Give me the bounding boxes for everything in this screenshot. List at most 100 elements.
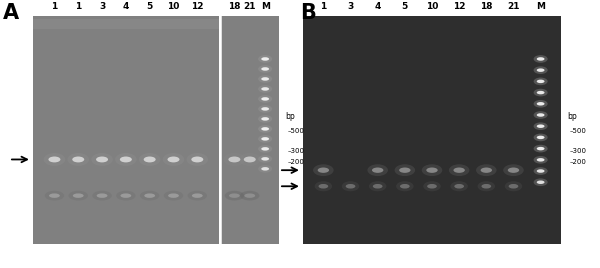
Ellipse shape — [116, 191, 136, 200]
Text: bp: bp — [567, 112, 577, 121]
Text: 10: 10 — [426, 2, 438, 11]
Ellipse shape — [258, 165, 272, 173]
Ellipse shape — [395, 164, 415, 176]
Ellipse shape — [258, 65, 272, 73]
Text: 10: 10 — [167, 2, 179, 11]
Text: A: A — [3, 3, 19, 23]
Text: –200: –200 — [288, 159, 305, 165]
Ellipse shape — [454, 168, 465, 173]
Ellipse shape — [68, 191, 88, 200]
Ellipse shape — [537, 57, 545, 61]
Bar — [33, 19, 219, 29]
Ellipse shape — [369, 181, 386, 191]
Ellipse shape — [537, 147, 545, 150]
Ellipse shape — [454, 184, 464, 189]
Text: 4: 4 — [122, 2, 129, 11]
Ellipse shape — [261, 57, 269, 61]
Ellipse shape — [476, 164, 497, 176]
Ellipse shape — [45, 191, 64, 200]
Ellipse shape — [400, 184, 410, 189]
Ellipse shape — [533, 55, 548, 63]
Text: 1: 1 — [320, 2, 326, 11]
Ellipse shape — [258, 85, 272, 93]
Ellipse shape — [537, 181, 545, 184]
Ellipse shape — [261, 77, 269, 81]
Ellipse shape — [533, 66, 548, 74]
Ellipse shape — [67, 153, 89, 166]
Ellipse shape — [537, 102, 545, 106]
Ellipse shape — [115, 153, 137, 166]
Text: 1: 1 — [52, 2, 58, 11]
Ellipse shape — [258, 75, 272, 83]
Ellipse shape — [261, 67, 269, 71]
Ellipse shape — [317, 168, 329, 173]
Ellipse shape — [533, 77, 548, 85]
Ellipse shape — [44, 153, 65, 166]
Ellipse shape — [422, 164, 442, 176]
Text: –200: –200 — [570, 159, 587, 165]
Ellipse shape — [72, 157, 84, 162]
Ellipse shape — [423, 181, 441, 191]
Ellipse shape — [168, 193, 179, 198]
Ellipse shape — [533, 111, 548, 119]
Ellipse shape — [187, 153, 208, 166]
Text: 12: 12 — [453, 2, 466, 11]
Ellipse shape — [192, 193, 203, 198]
Ellipse shape — [188, 191, 207, 200]
Text: 21: 21 — [244, 2, 256, 11]
Ellipse shape — [258, 145, 272, 153]
Ellipse shape — [533, 178, 548, 186]
Ellipse shape — [533, 156, 548, 164]
Ellipse shape — [533, 122, 548, 130]
Bar — [33, 16, 219, 244]
Text: M: M — [260, 2, 269, 11]
Ellipse shape — [533, 145, 548, 152]
Ellipse shape — [224, 191, 244, 200]
Ellipse shape — [537, 91, 545, 94]
Ellipse shape — [533, 167, 548, 175]
Ellipse shape — [261, 107, 269, 111]
Text: 3: 3 — [347, 2, 353, 11]
Ellipse shape — [240, 191, 259, 200]
Ellipse shape — [533, 100, 548, 108]
Ellipse shape — [319, 184, 328, 189]
Bar — [303, 16, 561, 244]
Ellipse shape — [229, 193, 240, 198]
Ellipse shape — [509, 184, 518, 189]
Ellipse shape — [258, 115, 272, 123]
Ellipse shape — [261, 137, 269, 141]
Ellipse shape — [91, 153, 113, 166]
Ellipse shape — [449, 164, 469, 176]
Text: –300: –300 — [288, 148, 305, 154]
Ellipse shape — [49, 193, 60, 198]
Ellipse shape — [139, 153, 160, 166]
Text: 18: 18 — [480, 2, 493, 11]
Ellipse shape — [342, 181, 359, 191]
Ellipse shape — [92, 191, 112, 200]
Bar — [221, 16, 279, 244]
Text: –500: –500 — [570, 128, 587, 134]
Ellipse shape — [258, 135, 272, 143]
Ellipse shape — [533, 133, 548, 141]
Ellipse shape — [120, 157, 132, 162]
Text: 3: 3 — [99, 2, 105, 11]
Ellipse shape — [508, 168, 519, 173]
Ellipse shape — [224, 153, 245, 166]
Ellipse shape — [97, 193, 107, 198]
Ellipse shape — [261, 87, 269, 91]
Ellipse shape — [537, 158, 545, 162]
Ellipse shape — [537, 169, 545, 173]
Ellipse shape — [373, 184, 383, 189]
Ellipse shape — [96, 157, 108, 162]
Ellipse shape — [537, 124, 545, 128]
Ellipse shape — [144, 193, 155, 198]
Ellipse shape — [261, 157, 269, 161]
Ellipse shape — [261, 117, 269, 121]
Ellipse shape — [229, 157, 241, 162]
Ellipse shape — [478, 181, 495, 191]
Text: 21: 21 — [507, 2, 520, 11]
Ellipse shape — [261, 127, 269, 131]
Ellipse shape — [239, 153, 260, 166]
Ellipse shape — [258, 55, 272, 63]
Ellipse shape — [258, 125, 272, 133]
